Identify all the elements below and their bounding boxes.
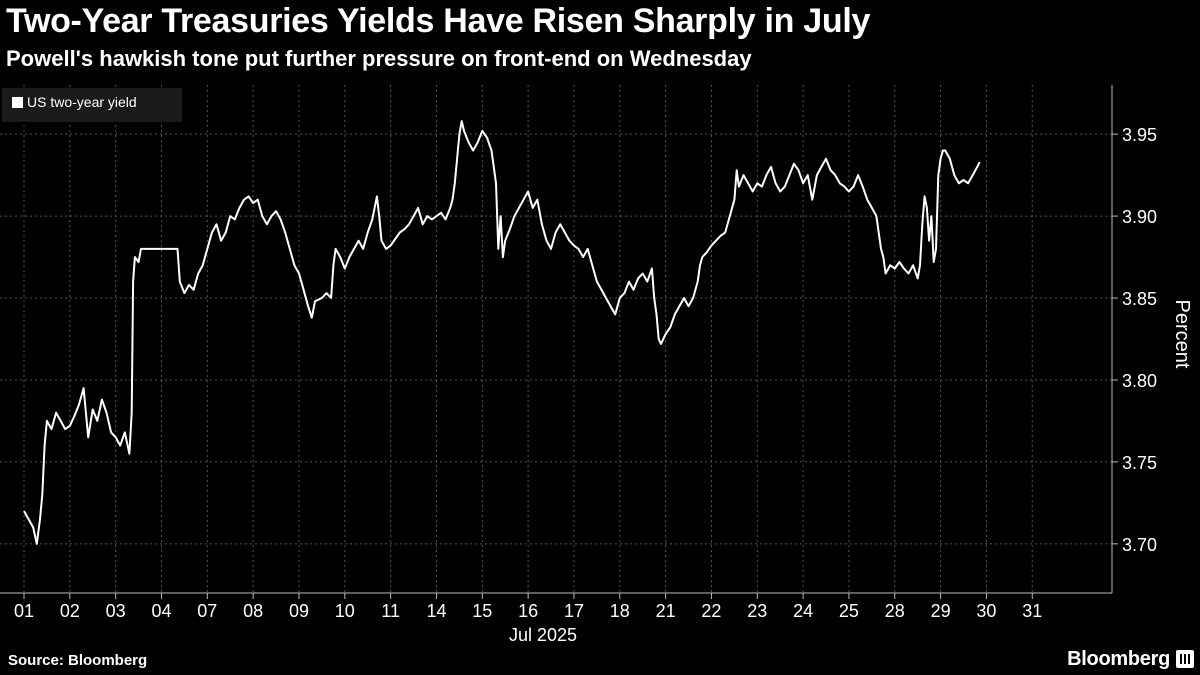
x-tick-label: 16: [518, 601, 538, 621]
x-tick-label: 31: [1022, 601, 1042, 621]
source-label: Source: Bloomberg: [8, 652, 148, 669]
y-tick-label: 3.95: [1122, 125, 1157, 145]
x-tick-label: 15: [472, 601, 492, 621]
series-layer: [23, 120, 981, 545]
series-line-us-two-year-yield: [23, 120, 981, 545]
x-tick-label: 17: [564, 601, 584, 621]
x-tick-label: 01: [14, 601, 34, 621]
y-tick-label: 3.80: [1122, 371, 1157, 391]
x-tick-label: 24: [793, 601, 813, 621]
y-tick-label: 3.85: [1122, 289, 1157, 309]
x-tick-label: 08: [243, 601, 263, 621]
x-tick-label: 07: [197, 601, 217, 621]
bloomberg-logo: Bloomberg: [1067, 648, 1170, 670]
legend-box: [2, 88, 182, 122]
x-tick-label: 11: [381, 601, 400, 621]
x-tick-label: 14: [426, 601, 446, 621]
grid-layer: [0, 85, 1112, 593]
x-tick-label: 18: [610, 601, 630, 621]
legend-label: US two-year yield: [27, 94, 137, 110]
chart-subtitle: Powell's hawkish tone put further pressu…: [6, 46, 752, 71]
legend-swatch: [12, 97, 23, 108]
y-axis-label: Percent: [1171, 300, 1193, 369]
x-tick-label: 22: [701, 601, 721, 621]
x-tick-label: 25: [839, 601, 859, 621]
x-axis-label: Jul 2025: [509, 625, 577, 645]
y-tick-label: 3.75: [1122, 453, 1157, 473]
legend: US two-year yield: [2, 88, 182, 122]
x-tick-label: 23: [747, 601, 767, 621]
axis-layer: 3.70 3.75 3.80 3.85 3.90 3.95 01 02 03 04 07 08 09 10…: [0, 85, 1157, 621]
y-tick-label: 3.90: [1122, 207, 1157, 227]
chart-title: Two-Year Treasuries Yields Have Risen Sh…: [6, 2, 871, 40]
x-tick-label: 29: [931, 601, 951, 621]
bloomberg-terminal-icon: [1176, 650, 1194, 668]
x-tick-label: 02: [60, 601, 80, 621]
x-tick-label: 21: [656, 601, 676, 621]
x-tick-label: 28: [885, 601, 905, 621]
x-tick-label: 30: [976, 601, 996, 621]
x-tick-label: 04: [151, 601, 171, 621]
x-tick-label: 03: [106, 601, 126, 621]
y-tick-label: 3.70: [1122, 535, 1157, 555]
x-tick-label: 09: [289, 601, 309, 621]
source-note: Source: Bloomberg: [8, 652, 147, 669]
x-tick-label: 10: [335, 601, 355, 621]
